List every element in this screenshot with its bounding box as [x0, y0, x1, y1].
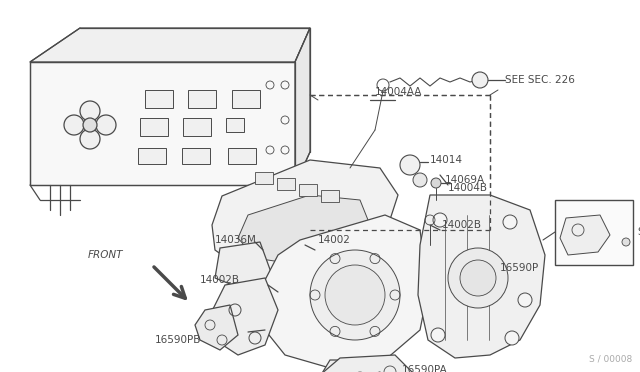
Text: SEE SEC. 226: SEE SEC. 226 [638, 227, 640, 237]
Circle shape [80, 129, 100, 149]
Bar [140, 118, 168, 136]
Bar [188, 90, 216, 108]
Text: 14002B: 14002B [442, 220, 482, 230]
Polygon shape [210, 278, 278, 355]
Circle shape [433, 213, 447, 227]
Bar [182, 148, 210, 164]
Bar [228, 148, 256, 164]
Text: 16590PB: 16590PB [155, 335, 202, 345]
Circle shape [83, 118, 97, 132]
Bar [183, 118, 211, 136]
Bar [299, 184, 317, 196]
Text: S / 00008: S / 00008 [589, 355, 632, 364]
Polygon shape [320, 355, 415, 372]
Polygon shape [30, 28, 310, 62]
Text: 14002B: 14002B [200, 275, 240, 285]
Bar [232, 90, 260, 108]
Circle shape [64, 115, 84, 135]
Text: 16590P: 16590P [500, 263, 540, 273]
Polygon shape [215, 242, 272, 290]
Text: 14069A: 14069A [445, 175, 485, 185]
Text: 14036M: 14036M [215, 235, 257, 245]
Bar [277, 178, 295, 190]
Circle shape [431, 178, 441, 188]
Polygon shape [315, 360, 395, 372]
Text: 14004B: 14004B [448, 183, 488, 193]
Circle shape [413, 173, 427, 187]
Bar [226, 118, 244, 132]
Text: FRONT: FRONT [88, 250, 124, 260]
Bar [138, 148, 166, 164]
Polygon shape [265, 215, 428, 368]
Bar [145, 90, 173, 108]
Bar [321, 190, 339, 202]
Text: SEE SEC. 226: SEE SEC. 226 [505, 75, 575, 85]
Circle shape [460, 260, 496, 296]
Circle shape [505, 331, 519, 345]
Text: 14014: 14014 [430, 155, 463, 165]
Text: 14002: 14002 [318, 235, 351, 245]
Circle shape [431, 328, 445, 342]
Circle shape [325, 265, 385, 325]
Polygon shape [295, 28, 310, 185]
Circle shape [622, 238, 630, 246]
Circle shape [400, 155, 420, 175]
Polygon shape [30, 62, 295, 185]
Text: 16590PA: 16590PA [402, 365, 448, 372]
Circle shape [503, 215, 517, 229]
Circle shape [80, 101, 100, 121]
Circle shape [518, 293, 532, 307]
Circle shape [472, 72, 488, 88]
Polygon shape [560, 215, 610, 255]
Bar [255, 172, 273, 184]
Bar [555, 200, 633, 265]
Polygon shape [195, 305, 238, 350]
Text: 14004AA: 14004AA [375, 87, 422, 97]
Polygon shape [238, 195, 370, 265]
Circle shape [96, 115, 116, 135]
Circle shape [310, 250, 400, 340]
Circle shape [448, 248, 508, 308]
Polygon shape [212, 160, 398, 282]
Polygon shape [418, 195, 545, 358]
